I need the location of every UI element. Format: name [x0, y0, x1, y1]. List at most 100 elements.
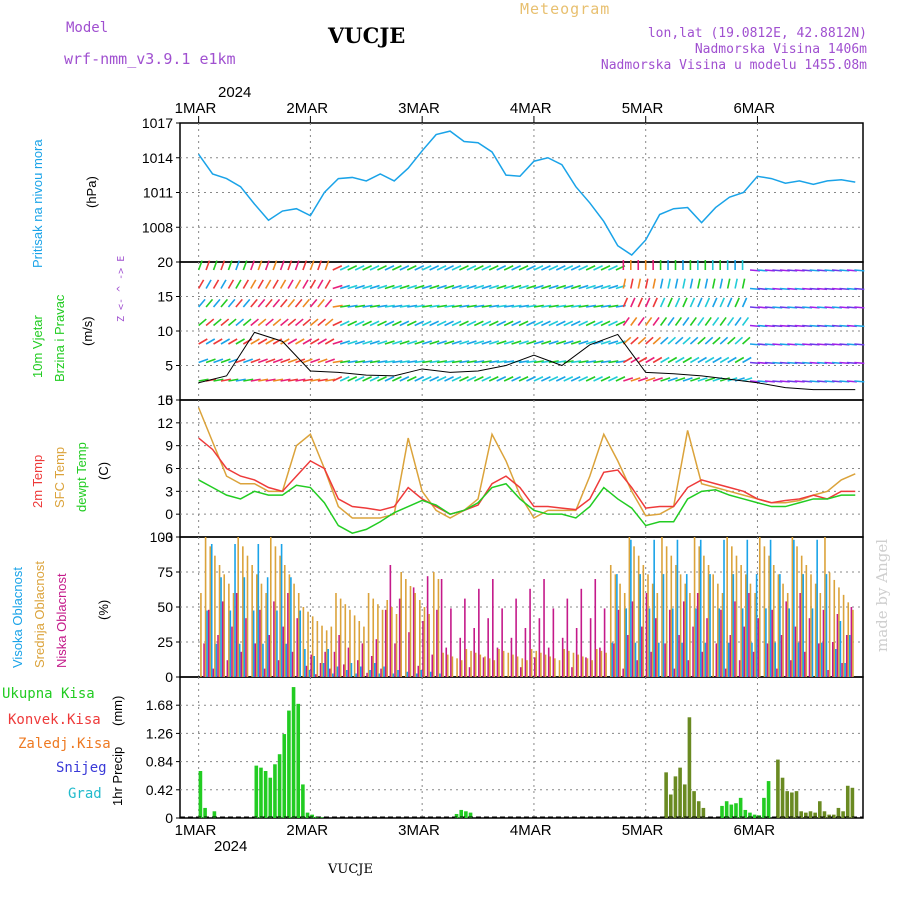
wind-arrow	[421, 284, 432, 290]
wind-arrow	[652, 336, 662, 345]
wind-arrow	[279, 298, 288, 308]
wind-arrow	[533, 284, 544, 290]
cloud-low-bar	[431, 654, 434, 677]
cloud-mid-bar	[642, 565, 645, 677]
wind-arrow	[697, 336, 706, 345]
wind-arrow	[302, 338, 313, 345]
precip-bar	[263, 771, 268, 818]
cloud-low-bar	[794, 626, 797, 677]
wind-arrow	[362, 376, 372, 382]
wind-arrow	[734, 316, 742, 326]
wind-arrow	[541, 340, 552, 345]
cloud-mid-bar	[204, 537, 207, 677]
wind-arrow	[309, 279, 317, 289]
cloud-mid-bar	[791, 537, 794, 677]
wind-arrow	[563, 376, 574, 382]
wind-arrow	[555, 376, 566, 382]
y-tick-label: 1.68	[146, 697, 173, 713]
cloud-high-bar	[723, 539, 725, 677]
wind-arrow	[533, 304, 544, 308]
wind-arrow	[414, 320, 425, 327]
cloud-mid-bar	[819, 593, 822, 677]
legend-frozen-rain: Zaledj.Kisa	[18, 736, 111, 752]
wind-arrow	[272, 298, 281, 308]
wind-arrow	[518, 304, 530, 308]
cloud-mid-bar	[833, 579, 836, 677]
wind-arrow	[212, 260, 218, 271]
cloud-high-bar	[280, 544, 283, 677]
station-title: VUCJE	[328, 23, 406, 48]
wind-arrow	[466, 265, 477, 271]
precip-bar	[804, 812, 808, 818]
wind-arrow	[630, 377, 641, 382]
cloud-mid-bar	[419, 600, 421, 677]
precip-bar	[682, 784, 687, 818]
wind-arrow	[644, 297, 651, 308]
model-altitude: Nadmorska Visina u modelu 1455.08m	[600, 58, 867, 73]
wind-arrow	[593, 320, 603, 327]
cloud-high-bar	[709, 574, 711, 677]
wind-arrow	[526, 304, 537, 308]
wind-arrow	[608, 265, 618, 271]
cloud-high-bar	[378, 673, 381, 677]
wind-arrow	[264, 279, 272, 289]
cloud-low-bar	[627, 635, 629, 677]
wind-arrow	[339, 284, 350, 290]
wind-arrow	[436, 265, 447, 271]
wind-arrow	[659, 316, 668, 326]
wind-arrow	[689, 336, 699, 345]
wind-arrow	[205, 298, 214, 308]
cloud-mid-bar	[367, 593, 370, 677]
cloud-low-bar	[808, 618, 811, 677]
wind-arrow	[332, 320, 343, 327]
legend-snow: Snijeg	[56, 760, 107, 776]
precip-bar	[687, 717, 692, 818]
cloud-low-bar	[254, 643, 257, 677]
wind-arrow	[734, 297, 740, 308]
cloud-mid-bar	[311, 616, 314, 677]
cloud-low-bar	[329, 668, 331, 677]
cloud-low-bar	[277, 660, 280, 677]
wind-arrow	[414, 265, 425, 271]
cloud-mid-bar	[432, 572, 435, 677]
precip-bar	[212, 811, 217, 818]
wind-arrow	[265, 358, 276, 364]
wind-arrow	[585, 360, 597, 364]
wind-arrow	[578, 376, 589, 382]
precip-bar	[720, 805, 724, 818]
cloud-high-bar	[695, 608, 697, 677]
cloud-mid-bar	[302, 607, 305, 677]
wind-arrow	[615, 320, 626, 327]
wind-arrow	[317, 298, 325, 308]
wind-arrow	[571, 360, 582, 364]
wind-arrow	[585, 265, 596, 271]
cloud-mid-bar	[353, 615, 356, 677]
wind-arrow	[712, 356, 722, 364]
wind-arrow	[317, 260, 323, 271]
wind-arrow	[332, 360, 343, 364]
legend-hail: Grad	[68, 786, 102, 802]
cloud-high-bar	[802, 574, 804, 677]
cloud-mid-bar	[274, 546, 277, 677]
cloud-high-bar	[732, 574, 735, 677]
cloud-low-bar	[482, 657, 485, 677]
cloud-bars	[200, 537, 854, 677]
cloud-mid-bar	[633, 546, 635, 677]
cloud-mid-bar	[544, 654, 547, 677]
cloud-mid-bar	[242, 546, 244, 677]
wind-arrow	[392, 304, 403, 308]
cloud-mid-bar	[372, 598, 375, 677]
cloud-mid-bar	[712, 574, 714, 677]
cloud-mid-bar	[293, 583, 295, 677]
cloud-high-bar	[359, 666, 362, 677]
wind-arrow	[280, 338, 290, 345]
wind-arrow	[659, 278, 664, 289]
cloud-low-bar	[510, 637, 513, 677]
cloud-low-bar	[766, 643, 769, 677]
wind-arrow	[340, 304, 351, 308]
cloud-low-bar	[347, 647, 350, 677]
wind-arrow	[630, 356, 640, 364]
wind-arrow	[264, 260, 270, 271]
precip-bar	[780, 777, 785, 818]
cloud-low-bar	[594, 579, 597, 677]
